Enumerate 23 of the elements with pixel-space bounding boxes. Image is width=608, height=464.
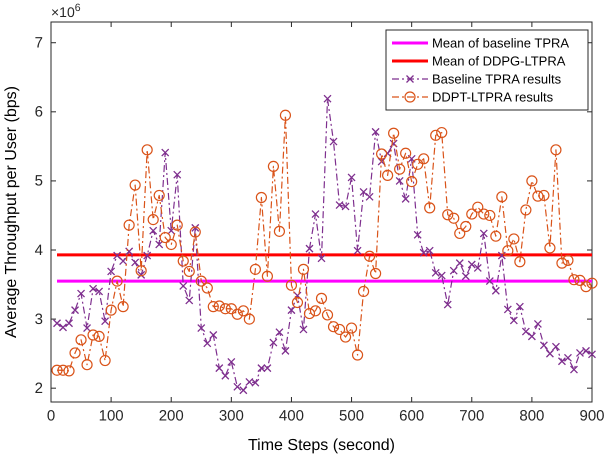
legend-label: Mean of DDPG-LTPRA [432,54,566,68]
y-tick-label: 3 [34,310,43,328]
x-tick-label: 300 [218,408,244,425]
x-tick-label: 0 [46,408,56,425]
legend-label: DDPT-LTPRA results [432,90,554,104]
x-tick-label: 800 [519,408,544,425]
x-tick-label: 200 [158,408,184,425]
text: ×10$^{6}$ [51,2,81,20]
x-tick-label: 400 [278,408,304,425]
y-tick-label: 6 [34,104,43,121]
y-tick-label: 7 [34,34,43,52]
x-tick-label: 500 [339,408,364,425]
x-tick-label: 100 [98,408,124,425]
x-tick-label: 600 [399,408,424,425]
x-tick-label: 700 [459,408,484,425]
x-tick-label: 900 [579,408,605,425]
legend-label: Baseline TPRA results [432,72,562,86]
y-tick-label: 4 [34,242,43,259]
legend-label: Mean of baseline TPRA [432,36,570,50]
x-axis-title: Time Steps (second) [248,437,396,454]
y-tick-label: 2 [34,380,43,397]
y-tick-label: 5 [34,172,43,190]
y-axis-title: Average Throughput per User (bps) [3,86,20,338]
